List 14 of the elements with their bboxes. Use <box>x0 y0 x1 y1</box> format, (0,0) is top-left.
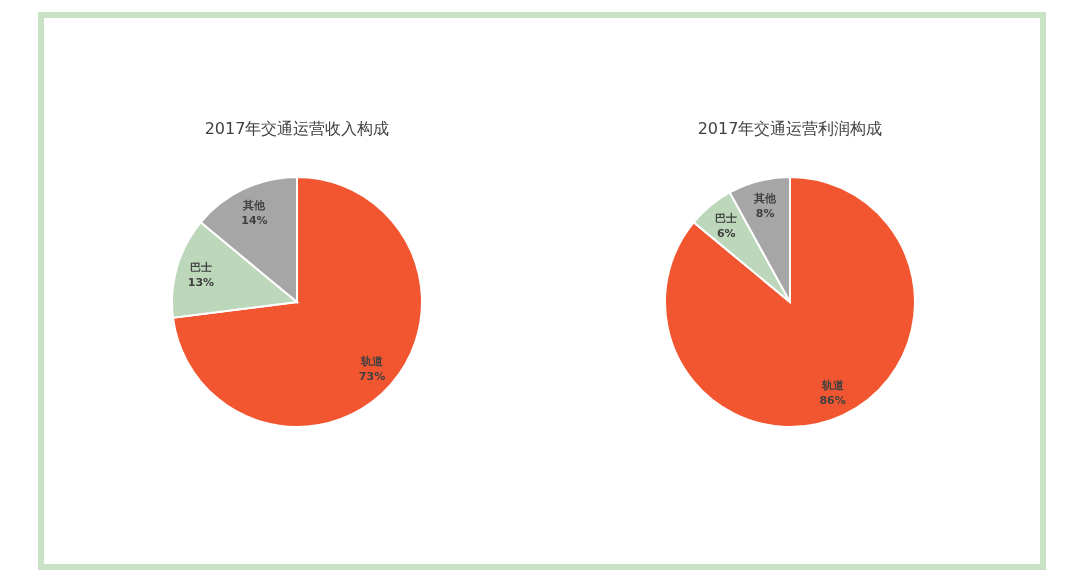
data-label: 14% <box>241 213 268 227</box>
chart-title: 2017年交通运营利润构成 <box>697 119 883 138</box>
slice-label: 巴士 <box>189 261 212 275</box>
data-label: 6% <box>716 226 736 240</box>
data-label: 73% <box>358 370 386 384</box>
slice-label: 其他 <box>242 198 267 212</box>
slice-label: 巴士 <box>715 211 738 225</box>
chart-title: 2017年交通运营收入构成 <box>204 119 390 138</box>
data-label: 8% <box>755 207 775 221</box>
data-label: 13% <box>187 276 215 290</box>
slice-label: 轨道 <box>360 355 385 369</box>
slice-label: 轨道 <box>820 379 845 393</box>
data-label: 86% <box>819 394 846 408</box>
slice-label: 其他 <box>753 192 778 206</box>
